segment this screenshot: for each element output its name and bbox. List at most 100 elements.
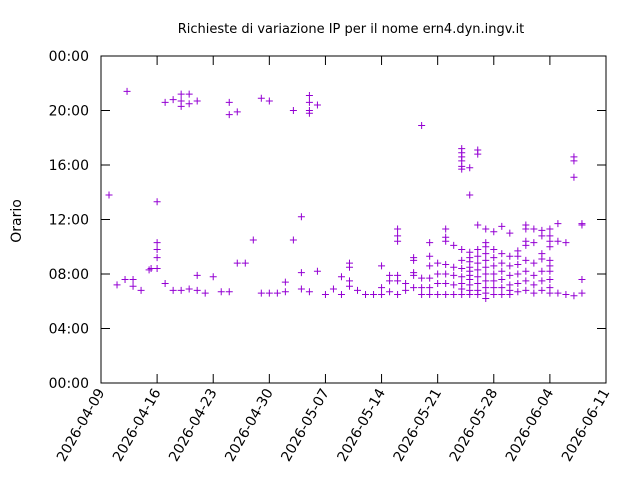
data-point [530,271,538,279]
data-point [530,281,538,289]
data-point [546,289,554,297]
data-point [538,277,546,285]
data-point [129,282,137,290]
data-point [530,259,538,267]
data-point [418,121,426,129]
data-point [434,259,442,267]
data-point [506,252,514,260]
data-point [394,290,402,298]
y-tick-label: 08:00 [49,267,89,283]
data-point [410,284,418,292]
data-point [217,288,225,296]
data-point [257,289,265,297]
data-point [378,284,386,292]
data-point [297,213,305,221]
data-point [474,259,482,267]
x-axis: 2026-04-09 2026-04-16 2026-04-23 2026-04-30… [54,56,613,465]
data-point [265,289,273,297]
data-point [345,263,353,271]
data-point [458,165,466,173]
data-point [546,225,554,233]
data-point [370,290,378,298]
data-point [345,282,353,290]
data-point [442,225,450,233]
data-point [578,289,586,297]
data-point [450,290,458,298]
data-point [506,271,514,279]
data-point [418,274,426,282]
data-point [394,237,402,245]
data-point [147,265,155,273]
data-point [402,280,410,288]
data-point [482,243,490,251]
data-point [546,275,554,283]
data-point [426,252,434,260]
data-point [538,255,546,263]
data-point [522,286,530,294]
data-point [297,285,305,293]
data-point [458,245,466,253]
data-point [426,290,434,298]
data-point [225,111,233,119]
data-point [426,274,434,282]
data-point [434,280,442,288]
data-point [418,284,426,292]
data-point [321,290,329,298]
x-tick-label: 2026-05-14 [334,386,389,465]
data-point [506,229,514,237]
data-point [490,245,498,253]
data-point [514,270,522,278]
y-tick-label: 04:00 [49,322,89,338]
data-point [482,250,490,258]
data-point [410,271,418,279]
data-point [474,150,482,158]
data-point [177,90,185,98]
data-point [482,270,490,278]
data-point [378,262,386,270]
x-tick-label: 2026-05-28 [447,386,502,464]
data-point [498,267,506,275]
data-point [490,228,498,236]
data-point [249,236,257,244]
data-point [458,256,466,264]
data-point [297,269,305,277]
data-point [482,225,490,233]
y-axis-label: Orario [9,199,25,243]
data-point [474,273,482,281]
data-point [514,252,522,260]
data-point [466,290,474,298]
data-point [386,288,394,296]
data-point [490,270,498,278]
data-point [354,286,362,294]
data-point [522,256,530,264]
data-point [281,278,289,286]
data-point [233,108,241,116]
data-point [442,290,450,298]
data-point [578,221,586,229]
data-point [137,286,145,294]
data-point [498,275,506,283]
x-tick-label: 2026-04-23 [166,386,221,464]
x-tick-label: 2026-05-21 [391,386,446,464]
data-point [153,239,161,247]
data-point [177,286,185,294]
data-point [498,290,506,298]
data-point [490,277,498,285]
data-point [474,266,482,274]
data-point [386,277,394,285]
data-point [337,273,345,281]
data-point [185,90,193,98]
data-point [522,241,530,249]
data-point [337,290,345,298]
data-point [442,270,450,278]
data-point [530,225,538,233]
data-point [506,290,514,298]
data-point [185,100,193,108]
data-point [265,97,273,105]
data-point [530,239,538,247]
data-point [193,97,201,105]
data-point [113,281,121,289]
data-point [514,288,522,296]
x-tick-label: 2026-04-30 [222,386,277,464]
data-point [450,263,458,271]
